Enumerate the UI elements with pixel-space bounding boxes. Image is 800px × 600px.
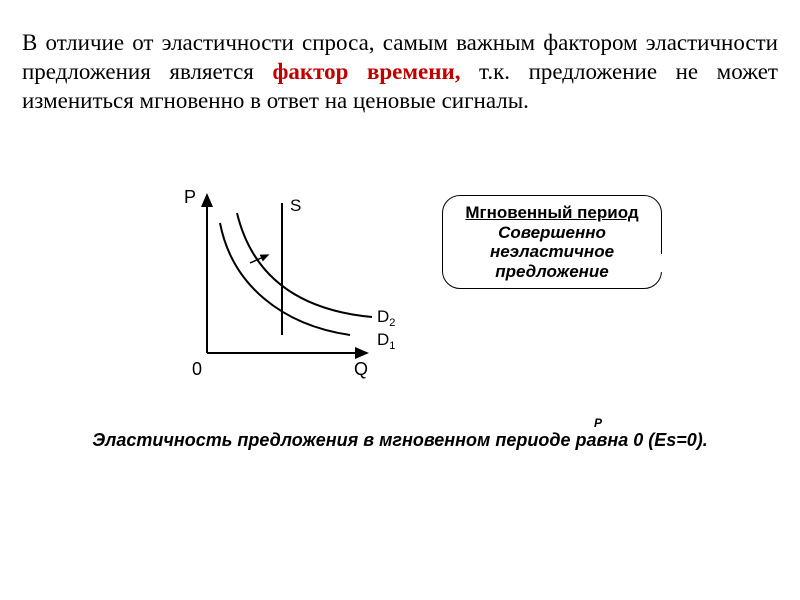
origin-label: 0	[192, 359, 202, 379]
intro-highlight: фактор времени,	[272, 59, 460, 84]
supply-label: S	[290, 196, 301, 215]
caption-row: P Эластичность предложения в мгновенном …	[22, 430, 778, 451]
supply-demand-chart: P Q 0 S D2 D1	[172, 175, 402, 390]
callout-body-2: неэластичное	[449, 242, 655, 262]
demand-curve-d2	[237, 213, 372, 317]
y-axis-label: P	[184, 187, 196, 207]
d1-label: D1	[377, 330, 395, 352]
caption-superscript: P	[594, 416, 602, 430]
caption-text: Эластичность предложения в мгновенном пе…	[92, 430, 708, 450]
callout-body-1: Совершенно	[449, 223, 655, 243]
callout-box: Мгновенный период Совершенно неэластично…	[442, 195, 662, 289]
demand-curve-d1	[220, 223, 350, 335]
callout-body-3: предложение	[449, 262, 655, 282]
callout-title: Мгновенный период	[449, 203, 655, 223]
d2-label: D2	[377, 307, 395, 329]
x-axis-label: Q	[354, 359, 368, 379]
intro-paragraph: В отличие от эластичности спроса, самым …	[22, 29, 778, 115]
